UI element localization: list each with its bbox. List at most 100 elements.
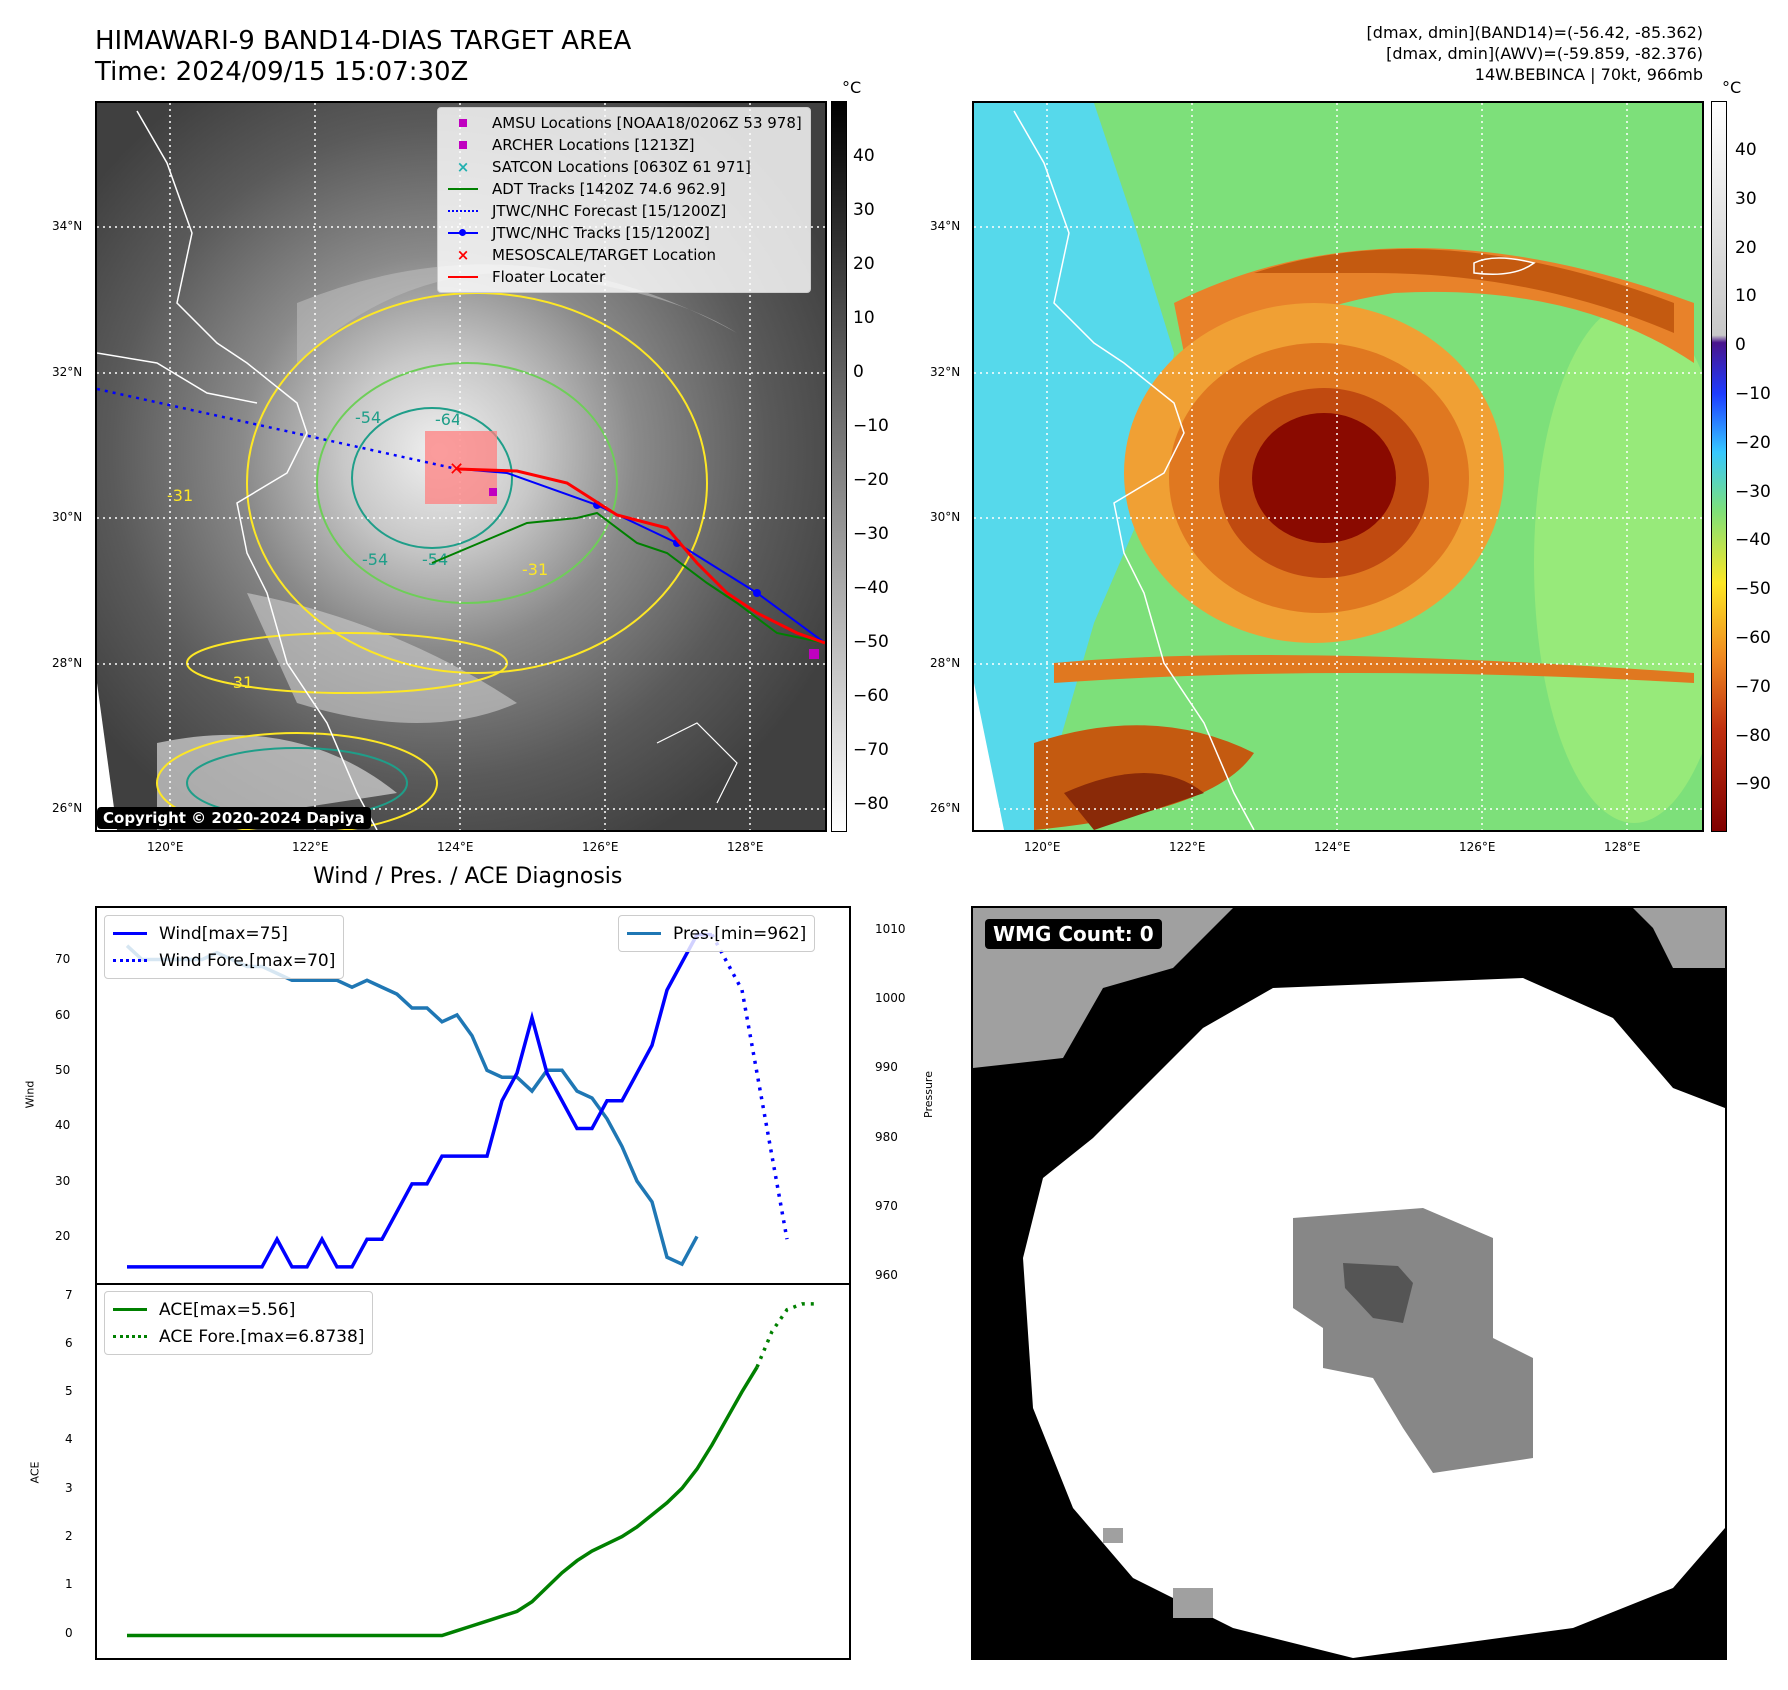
wind-tick: 50 [55, 1063, 71, 1078]
lat-label: 26°N [52, 801, 83, 815]
wind-tick: 40 [55, 1118, 71, 1133]
wind-series-line [127, 932, 712, 1269]
info-storm: 14W.BEBINCA | 70kt, 966mb [1474, 65, 1703, 84]
ace-legend: ACE[max=5.56] ACE Fore.[max=6.8738] [104, 1291, 374, 1355]
wmg-image [973, 908, 1725, 1658]
lon-label: 126°E [582, 840, 619, 854]
legend-item-target: × MESOSCALE/TARGET Location [456, 246, 717, 264]
pressure-legend: Pres.[min=962] [618, 915, 816, 952]
colorbar-ir-unit: °C [842, 78, 862, 97]
colorbar-color-tick: 40 [1735, 140, 1757, 160]
colorbar-ir-tick: −30 [853, 524, 889, 544]
colorbar-ir-tick: −20 [853, 470, 889, 490]
legend-item-floater: Floater Locater [446, 266, 802, 288]
pressure-tick: 1000 [875, 991, 906, 1006]
diagnosis-title: Wind / Pres. / ACE Diagnosis [313, 864, 623, 889]
colorbar-color-tick: −30 [1735, 481, 1771, 502]
target-area [425, 431, 497, 504]
lat-label: 30°N [930, 510, 961, 524]
colorbar-ir-tick: −80 [853, 794, 889, 814]
colorbar-ir-tick: −10 [853, 416, 889, 436]
pressure-tick: 990 [875, 1060, 898, 1075]
legend-item-jtwc-tracks: JTWC/NHC Tracks [15/1200Z] [446, 222, 802, 244]
ace-series-line [127, 1366, 759, 1638]
legend-pres: Pres.[min=962] [673, 923, 807, 944]
legend-item-satcon: × SATCON Locations [0630Z 61 971] [456, 158, 751, 176]
diagnosis-chart [97, 932, 849, 1638]
pressure-axis-label: Pressure [921, 1071, 935, 1118]
color-map-image [974, 103, 1702, 830]
ace-tick: 1 [65, 1577, 73, 1592]
colorbar-color-tick: 30 [1735, 188, 1757, 209]
colorbar-ir-tick: 0 [853, 362, 864, 382]
legend-ace-fore: ACE Fore.[max=6.8738] [159, 1326, 365, 1347]
lon-label: 120°E [147, 840, 184, 854]
lon-label: 128°E [1604, 840, 1641, 854]
colorbar-ir-tick: −70 [853, 740, 889, 760]
colorbar-ir-tick: 40 [853, 146, 875, 166]
lat-label: 30°N [52, 510, 83, 524]
colorbar-color-tick: 0 [1735, 335, 1746, 356]
contour-label: -31 [227, 673, 253, 692]
contour-label: -64 [435, 410, 461, 429]
lon-label: 124°E [437, 840, 474, 854]
colorbar-color [1711, 101, 1727, 832]
map-legend: AMSU Locations [NOAA18/0206Z 53 978] ARC… [437, 107, 811, 293]
contour-label: -54 [422, 550, 448, 569]
pressure-tick: 1010 [875, 921, 906, 936]
colorbar-ir [831, 101, 847, 832]
ace-tick: 5 [65, 1384, 73, 1399]
target-marker: ✕ [449, 459, 464, 480]
lon-label: 124°E [1314, 840, 1351, 854]
colorbar-color-tick: −90 [1735, 774, 1771, 795]
colorbar-color-unit: °C [1722, 78, 1742, 97]
ace-tick: 4 [65, 1432, 73, 1447]
info-awv: [dmax, dmin](AWV)=(-59.859, -82.376) [1386, 44, 1703, 63]
figure-time: Time: 2024/09/15 15:07:30Z [95, 57, 469, 87]
legend-item-archer: ARCHER Locations [1213Z] [446, 134, 802, 156]
lon-label: 122°E [292, 840, 329, 854]
ace-tick: 2 [65, 1528, 73, 1543]
wind-tick: 30 [55, 1173, 71, 1188]
pressure-tick: 960 [875, 1268, 898, 1282]
wind-tick: 70 [55, 952, 71, 967]
pressure-tick: 970 [875, 1198, 898, 1213]
lat-label: 34°N [52, 219, 83, 233]
wind-tick: 20 [55, 1229, 71, 1244]
wind-legend: Wind[max=75] Wind Fore.[max=70] [104, 915, 345, 979]
colorbar-color-tick: −50 [1735, 579, 1771, 600]
lat-label: 34°N [930, 219, 961, 233]
colorbar-ir-tick: −60 [853, 686, 889, 706]
colorbar-color-tick: −10 [1735, 384, 1771, 404]
colorbar-ir-tick: 30 [853, 200, 875, 220]
contour-label: -31 [522, 560, 548, 579]
ace-forecast-line [755, 1302, 817, 1368]
color-map-panel [972, 101, 1704, 832]
colorbar-color-tick: 10 [1735, 286, 1757, 307]
legend-item-jtwc-forecast: JTWC/NHC Forecast [15/1200Z] [446, 200, 802, 222]
ace-tick: 0 [65, 1625, 73, 1640]
pressure-tick: 980 [875, 1129, 898, 1144]
lat-label: 28°N [930, 656, 961, 670]
lon-label: 120°E [1024, 840, 1061, 854]
legend-wind-fore: Wind Fore.[max=70] [159, 950, 336, 971]
colorbar-ir-tick: −50 [853, 632, 889, 652]
colorbar-ir-tick: 20 [853, 254, 875, 274]
legend-item-adt: ADT Tracks [1420Z 74.6 962.9] [446, 178, 802, 200]
lat-label: 32°N [930, 365, 961, 379]
colorbar-ir-tick: 10 [853, 308, 875, 328]
legend-ace: ACE[max=5.56] [159, 1299, 296, 1320]
legend-wind: Wind[max=75] [159, 923, 288, 944]
contour-label: -54 [362, 550, 388, 569]
lon-label: 126°E [1459, 840, 1496, 854]
wind-axis-label: Wind [23, 1080, 37, 1109]
ace-tick: 7 [65, 1287, 73, 1302]
colorbar-ir-tick: −40 [853, 578, 889, 598]
colorbar-color-tick: −40 [1735, 530, 1771, 551]
ace-tick: 3 [65, 1480, 73, 1495]
wind-tick: 60 [55, 1007, 71, 1022]
info-block: [dmax, dmin](BAND14)=(-56.42, -85.362) [… [1367, 22, 1703, 85]
colorbar-color-tick: 20 [1735, 237, 1757, 258]
ace-tick: 6 [65, 1335, 73, 1350]
legend-item-amsu: AMSU Locations [NOAA18/0206Z 53 978] [446, 112, 802, 134]
